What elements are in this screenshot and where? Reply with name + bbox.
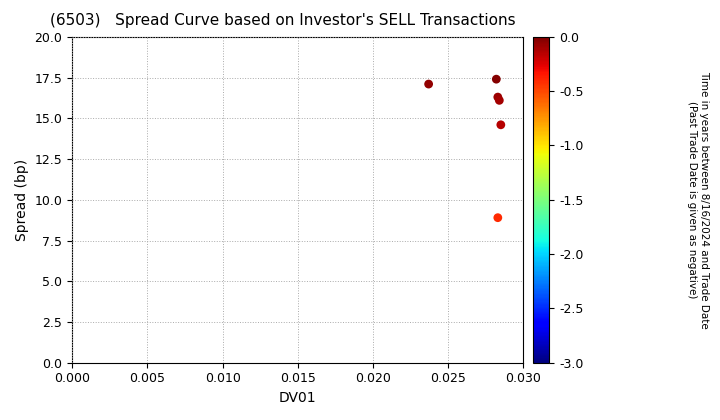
Point bbox=[494, 97, 505, 104]
Y-axis label: Time in years between 8/16/2024 and Trade Date
(Past Trade Date is given as nega: Time in years between 8/16/2024 and Trad… bbox=[687, 71, 708, 328]
Y-axis label: Spread (bp): Spread (bp) bbox=[15, 159, 29, 241]
Point bbox=[492, 94, 503, 100]
X-axis label: DV01: DV01 bbox=[279, 391, 317, 405]
Point bbox=[490, 76, 502, 82]
Point bbox=[492, 214, 503, 221]
Text: (6503)   Spread Curve based on Investor's SELL Transactions: (6503) Spread Curve based on Investor's … bbox=[50, 13, 516, 28]
Point bbox=[423, 81, 434, 87]
Point bbox=[495, 121, 507, 128]
